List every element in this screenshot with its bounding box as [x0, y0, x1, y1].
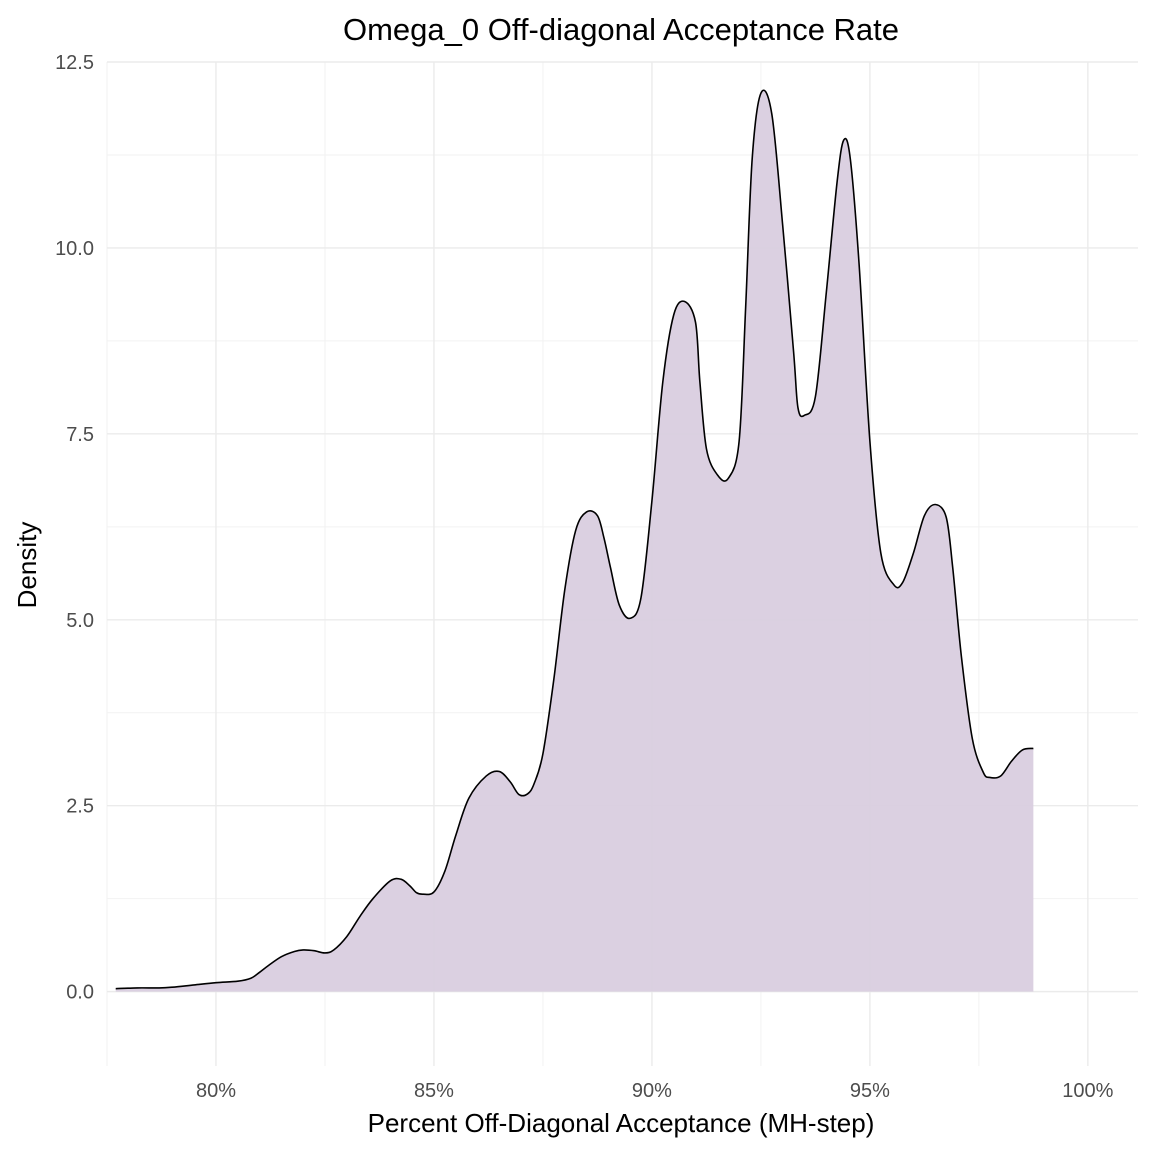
- x-axis-title: Percent Off-Diagonal Acceptance (MH-step…: [368, 1108, 875, 1138]
- x-tick-label: 90%: [632, 1080, 672, 1102]
- density-area: [115, 90, 1034, 992]
- y-tick-label: 10.0: [55, 238, 94, 260]
- x-tick-label: 95%: [850, 1080, 890, 1102]
- y-tick-label: 2.5: [66, 796, 94, 818]
- y-tick-label: 12.5: [55, 52, 94, 74]
- x-tick-label: 80%: [196, 1080, 236, 1102]
- y-tick-label: 0.0: [66, 982, 94, 1004]
- density-line: [115, 89, 1034, 990]
- y-axis-ticks: 0.0 2.5 5.0 7.5 10.0 12.5: [55, 52, 94, 1004]
- chart-title: Omega_0 Off-diagonal Acceptance Rate: [343, 12, 899, 47]
- x-tick-label: 85%: [414, 1080, 454, 1102]
- y-axis-title: Density: [12, 522, 42, 609]
- x-axis-ticks: 80% 85% 90% 95% 100%: [196, 1080, 1114, 1102]
- y-tick-label: 5.0: [66, 610, 94, 632]
- y-tick-label: 7.5: [66, 424, 94, 446]
- x-tick-label: 100%: [1062, 1080, 1113, 1102]
